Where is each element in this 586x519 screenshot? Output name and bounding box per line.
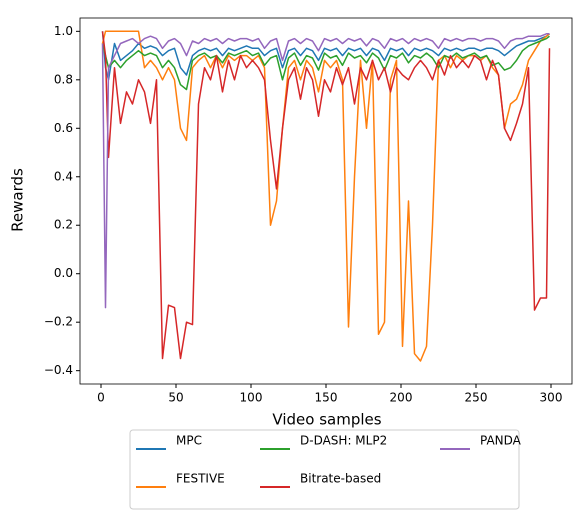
y-tick-label: 0.6 [54, 121, 73, 135]
series-line [101, 35, 550, 91]
legend-box [129, 429, 520, 510]
legend-label: PANDA [480, 434, 522, 448]
legend-label: MPC [176, 434, 202, 448]
y-tick-label: 0.4 [54, 169, 73, 183]
x-axis-label: Video samples [272, 411, 381, 429]
x-tick-label: 0 [97, 391, 105, 405]
legend-label: D-DASH: MLP2 [300, 434, 387, 448]
y-tick-label: −0.2 [44, 315, 73, 329]
y-axis-label: Rewards [9, 168, 27, 232]
x-tick-label: 250 [465, 391, 488, 405]
y-tick-label: 0.2 [54, 218, 73, 232]
series-line [101, 33, 550, 309]
legend-label: Bitrate-based [300, 472, 381, 486]
x-tick-label: 150 [315, 391, 338, 405]
series-line [101, 30, 550, 362]
plot-frame [79, 17, 573, 385]
y-tick-label: −0.4 [44, 363, 73, 377]
y-tick-label: 0.8 [54, 72, 73, 86]
x-tick-label: 50 [168, 391, 183, 405]
legend-label: FESTIVE [176, 472, 225, 486]
series-line [101, 31, 550, 81]
x-tick-label: 200 [390, 391, 413, 405]
series-line [101, 31, 551, 360]
y-tick-label: 0.0 [54, 266, 73, 280]
x-tick-label: 100 [240, 391, 263, 405]
y-tick-label: 1.0 [54, 24, 73, 38]
x-tick-label: 300 [540, 391, 563, 405]
